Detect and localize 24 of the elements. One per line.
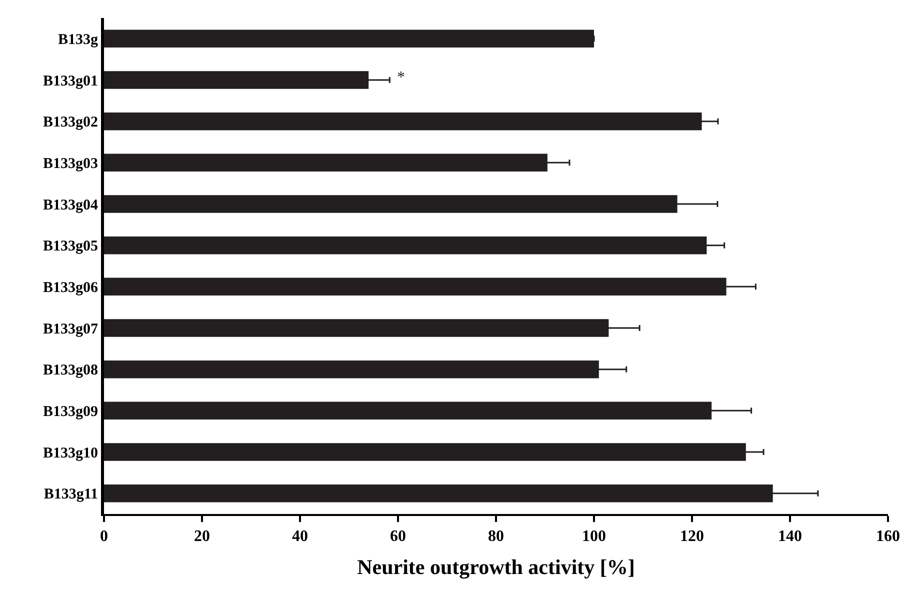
y-tick-label: B133g02	[42, 114, 98, 131]
x-tick-label: 140	[778, 528, 802, 546]
y-tick-label: B133g08	[42, 362, 98, 379]
x-tick-label: 120	[680, 528, 704, 546]
x-tick-label: 80	[488, 528, 504, 546]
x-axis-title: Neurite outgrowth activity [%]	[357, 554, 635, 579]
y-tick-label: B133g04	[42, 197, 98, 214]
y-tick-label: B133g06	[42, 280, 98, 296]
y-tick-label: B133g09	[42, 404, 98, 420]
annotation: *	[397, 69, 405, 86]
y-tick-label: B133g07	[42, 321, 98, 338]
x-tick-label: 0	[100, 528, 108, 546]
x-tick-label: 40	[292, 528, 308, 546]
x-tick-label: 20	[194, 528, 210, 546]
x-tick-label: 60	[390, 528, 406, 546]
x-tick-label: 100	[582, 528, 606, 546]
bar	[104, 30, 594, 48]
x-tick-label: 160	[876, 528, 900, 546]
y-tick-label: B133g11	[44, 486, 98, 503]
y-tick-label: B133g05	[42, 238, 98, 255]
y-tick-label: B133g	[58, 32, 98, 48]
y-tick-label: B133g10	[42, 445, 98, 462]
y-tick-label: B133g03	[42, 156, 98, 172]
y-tick-label: B133g01	[42, 73, 98, 90]
